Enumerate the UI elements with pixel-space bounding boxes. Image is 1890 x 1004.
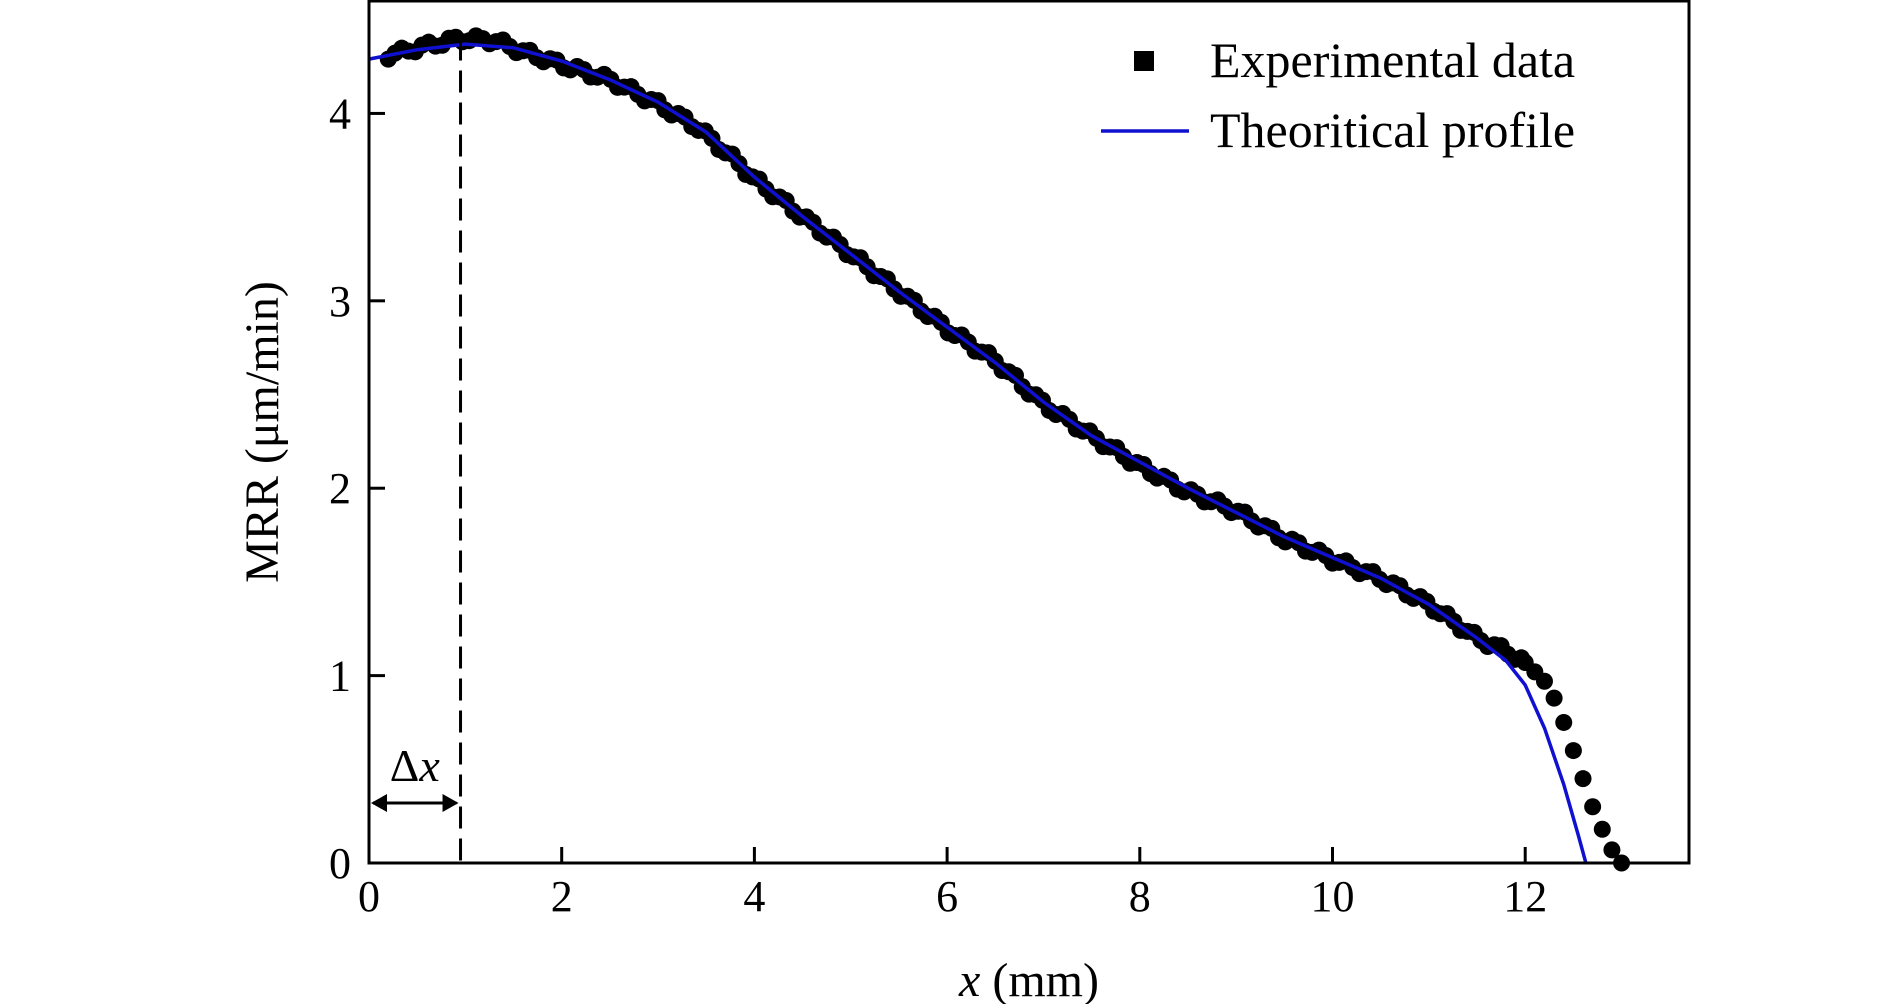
- theoretical-profile-line: [368, 42, 1588, 864]
- y-axis-label: MRR (μm/min): [236, 281, 289, 583]
- legend-label-theoretical: Theoritical profile: [1210, 102, 1575, 158]
- y-tick-label: 2: [329, 464, 351, 513]
- x-tick-label: 2: [551, 872, 573, 921]
- y-tick-label: 0: [329, 839, 351, 888]
- x-axis-label: x (mm): [958, 954, 1099, 1004]
- delta-symbol: Δ: [390, 740, 420, 791]
- data-point: [1584, 798, 1602, 816]
- data-point: [1564, 742, 1582, 760]
- legend: Experimental data Theoritical profile: [1101, 32, 1575, 158]
- x-tick-label: 8: [1129, 872, 1151, 921]
- x-tick-label: 6: [936, 872, 958, 921]
- legend-marker-square: [1134, 51, 1154, 71]
- plot-frame: [367, 0, 1691, 865]
- data-point: [1593, 820, 1611, 838]
- delta-variable: x: [418, 740, 440, 791]
- y-tick-label: 1: [329, 652, 351, 701]
- delta-x-label: Δx: [390, 740, 441, 791]
- y-tick-label: 4: [329, 89, 351, 138]
- delta-x-arrowhead-right: [442, 794, 459, 813]
- x-tick-label: 0: [358, 872, 380, 921]
- x-axis-variable: x: [958, 954, 980, 1004]
- x-tick-label: 10: [1311, 872, 1355, 921]
- data-layer: [368, 27, 1631, 872]
- data-point: [1574, 770, 1592, 788]
- data-point: [1545, 689, 1563, 707]
- legend-label-experimental: Experimental data: [1210, 32, 1575, 88]
- data-point: [1555, 713, 1573, 731]
- data-point: [1535, 672, 1553, 690]
- data-point: [1603, 841, 1621, 859]
- delta-x-annotation: Δx: [371, 38, 463, 863]
- delta-x-arrowhead-left: [371, 794, 387, 813]
- y-tick-label: 3: [329, 277, 351, 326]
- x-tick-label: 12: [1503, 872, 1547, 921]
- x-tick-label: 4: [743, 872, 765, 921]
- x-axis-unit: (mm): [980, 954, 1099, 1004]
